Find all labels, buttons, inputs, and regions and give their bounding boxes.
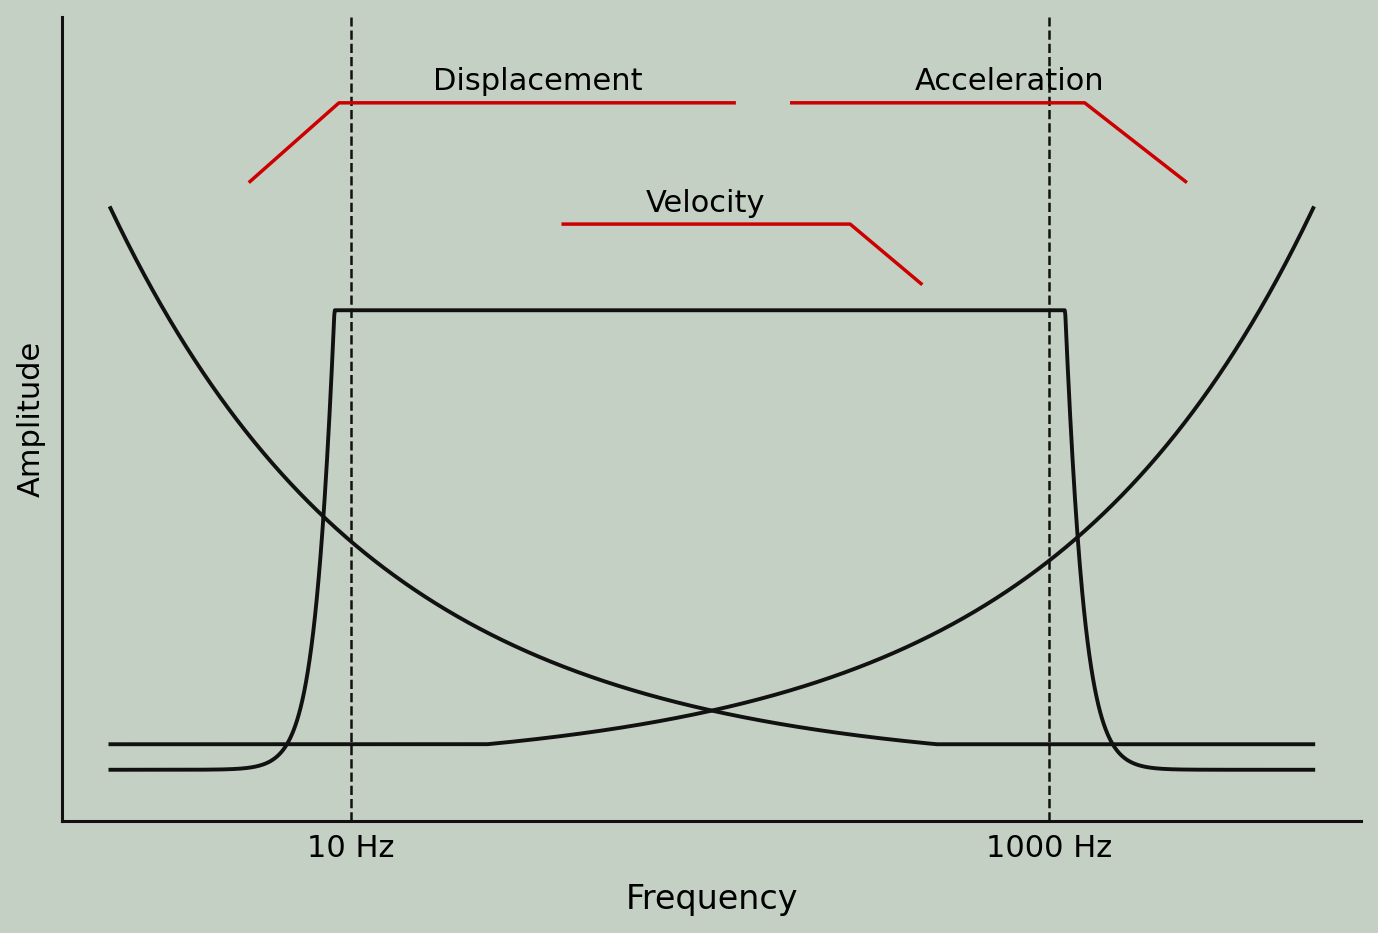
Y-axis label: Amplitude: Amplitude — [17, 341, 45, 497]
Text: Acceleration: Acceleration — [915, 67, 1104, 96]
Text: Displacement: Displacement — [433, 67, 642, 96]
Text: Velocity: Velocity — [646, 188, 766, 217]
Text: 1000 Hz: 1000 Hz — [985, 833, 1112, 863]
X-axis label: Frequency: Frequency — [626, 884, 798, 916]
Text: 10 Hz: 10 Hz — [307, 833, 394, 863]
